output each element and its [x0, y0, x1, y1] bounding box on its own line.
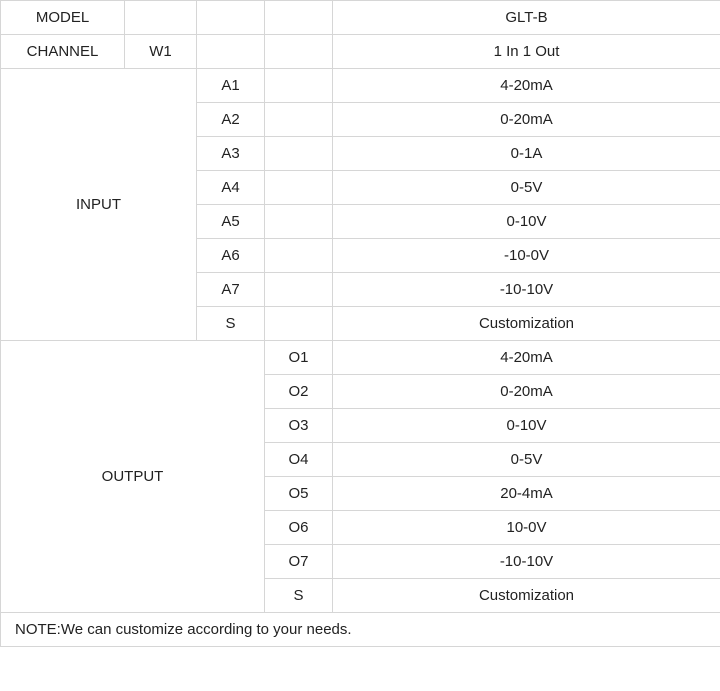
- output-value: 0-5V: [333, 443, 720, 477]
- table-row: NOTE:We can customize according to your …: [1, 613, 720, 647]
- empty-cell: [197, 35, 265, 69]
- empty-cell: [197, 1, 265, 35]
- output-label: OUTPUT: [1, 341, 265, 613]
- input-code: S: [197, 307, 265, 341]
- table-row: INPUT A1 4-20mA: [1, 69, 720, 103]
- spec-table: MODEL GLT-B CHANNEL W1 1 In 1 Out INPUT …: [0, 0, 720, 647]
- model-value: GLT-B: [333, 1, 720, 35]
- output-code: O4: [265, 443, 333, 477]
- empty-cell: [265, 239, 333, 273]
- channel-code: W1: [125, 35, 197, 69]
- input-value: -10-10V: [333, 273, 720, 307]
- table-row: MODEL GLT-B: [1, 1, 720, 35]
- empty-cell: [265, 137, 333, 171]
- input-value: Customization: [333, 307, 720, 341]
- input-label: INPUT: [1, 69, 197, 341]
- note-text: NOTE:We can customize according to your …: [1, 613, 720, 647]
- output-value: -10-10V: [333, 545, 720, 579]
- output-value: 0-10V: [333, 409, 720, 443]
- output-code: O5: [265, 477, 333, 511]
- input-code: A3: [197, 137, 265, 171]
- output-code: O3: [265, 409, 333, 443]
- empty-cell: [265, 69, 333, 103]
- input-value: -10-0V: [333, 239, 720, 273]
- input-code: A6: [197, 239, 265, 273]
- empty-cell: [265, 171, 333, 205]
- output-code: O6: [265, 511, 333, 545]
- output-code: O2: [265, 375, 333, 409]
- input-code: A4: [197, 171, 265, 205]
- table-row: OUTPUT O1 4-20mA: [1, 341, 720, 375]
- input-code: A7: [197, 273, 265, 307]
- empty-cell: [265, 35, 333, 69]
- output-value: 0-20mA: [333, 375, 720, 409]
- empty-cell: [125, 1, 197, 35]
- input-code: A5: [197, 205, 265, 239]
- empty-cell: [265, 307, 333, 341]
- empty-cell: [265, 103, 333, 137]
- output-code: S: [265, 579, 333, 613]
- input-value: 0-10V: [333, 205, 720, 239]
- input-code: A1: [197, 69, 265, 103]
- output-code: O1: [265, 341, 333, 375]
- channel-value: 1 In 1 Out: [333, 35, 720, 69]
- empty-cell: [265, 205, 333, 239]
- output-value: Customization: [333, 579, 720, 613]
- output-value: 20-4mA: [333, 477, 720, 511]
- channel-label: CHANNEL: [1, 35, 125, 69]
- output-code: O7: [265, 545, 333, 579]
- table-row: CHANNEL W1 1 In 1 Out: [1, 35, 720, 69]
- output-value: 10-0V: [333, 511, 720, 545]
- input-code: A2: [197, 103, 265, 137]
- empty-cell: [265, 273, 333, 307]
- output-value: 4-20mA: [333, 341, 720, 375]
- input-value: 0-1A: [333, 137, 720, 171]
- empty-cell: [265, 1, 333, 35]
- model-label: MODEL: [1, 1, 125, 35]
- input-value: 0-5V: [333, 171, 720, 205]
- input-value: 0-20mA: [333, 103, 720, 137]
- input-value: 4-20mA: [333, 69, 720, 103]
